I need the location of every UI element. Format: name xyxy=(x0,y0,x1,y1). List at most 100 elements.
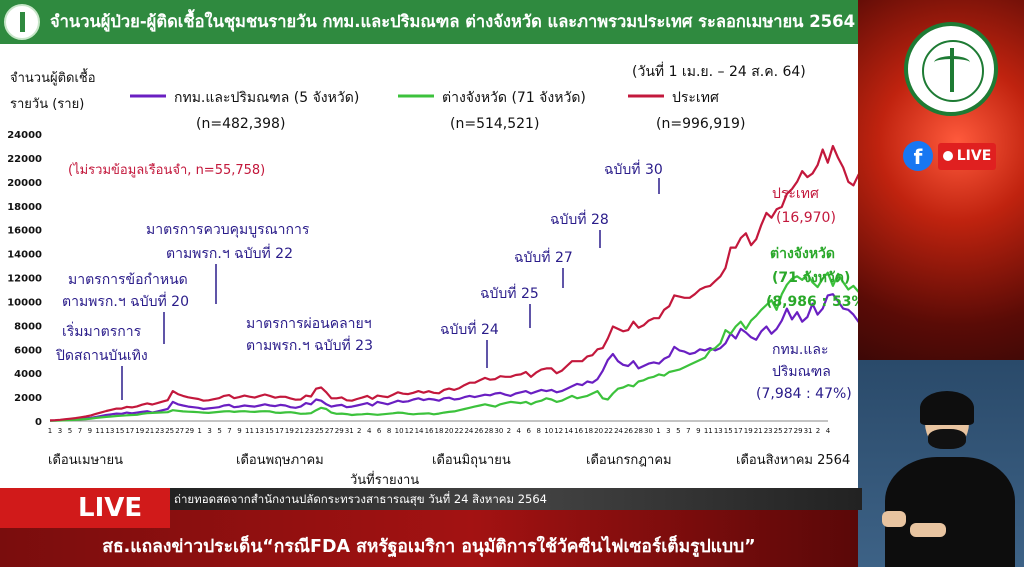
y-tick-label: 24000 xyxy=(7,130,42,141)
end-label-nation-1: ประเทศ xyxy=(772,186,819,202)
x-tick-label: 15 xyxy=(115,427,124,435)
x-tick-label: 19 xyxy=(744,427,753,435)
x-tick-label: 10 xyxy=(544,427,553,435)
x-tick-label: 11 xyxy=(704,427,713,435)
y-tick-label: 22000 xyxy=(7,154,42,165)
x-tick-label: 28 xyxy=(634,427,643,435)
x-tick-label: 13 xyxy=(255,427,264,435)
legend-n-prov: (n=514,521) xyxy=(450,116,539,132)
annotation-decree20-a: มาตรการข้อกำหนด xyxy=(68,272,188,288)
x-tick-label: 13 xyxy=(714,427,723,435)
x-tick-label: 7 xyxy=(78,427,82,435)
emblem-ring xyxy=(922,40,984,102)
x-tick-label: 29 xyxy=(794,427,803,435)
live-badge: LIVE xyxy=(938,143,996,170)
y-tick-label: 6000 xyxy=(14,345,42,356)
x-tick-label: 1 xyxy=(48,427,52,435)
x-tick-label: 13 xyxy=(105,427,114,435)
live-lower-tag: LIVE xyxy=(0,488,170,528)
legend-n-nation: (n=996,919) xyxy=(656,116,745,132)
facebook-icon: f xyxy=(903,141,933,171)
y-tick-label: 10000 xyxy=(7,297,42,308)
x-tick-label: 9 xyxy=(696,427,700,435)
annotation-prison-note: (ไม่รวมข้อมูลเรือนจำ, n=55,758) xyxy=(68,162,265,178)
x-tick-label: 6 xyxy=(377,427,382,435)
x-tick-label: 9 xyxy=(88,427,92,435)
slide-header: จำนวนผู้ป่วย-ผู้ติดเชื้อในชุมชนรายวัน กท… xyxy=(0,0,858,44)
annotation-decree20-b: ตามพรก.ฯ ฉบับที่ 20 xyxy=(62,292,189,310)
series-line-nation xyxy=(49,144,858,422)
x-tick-label: 20 xyxy=(594,427,603,435)
x-tick-label: 9 xyxy=(237,427,241,435)
x-tick-label: 3 xyxy=(58,427,62,435)
y-tick-label: 8000 xyxy=(14,321,42,332)
annotation-decree23-a: มาตรการผ่อนคลายฯ xyxy=(246,316,372,332)
x-tick-label: 21 xyxy=(295,427,304,435)
ministry-emblem xyxy=(904,22,998,116)
x-tick-label: 7 xyxy=(227,427,231,435)
x-tick-label: 3 xyxy=(666,427,670,435)
x-tick-label: 31 xyxy=(804,427,813,435)
x-tick-label: 21 xyxy=(145,427,154,435)
x-tick-label: 1 xyxy=(656,427,660,435)
y-tick-label: 20000 xyxy=(7,178,42,189)
annotation-decree22-b: ตามพรก.ฯ ฉบับที่ 22 xyxy=(166,244,293,262)
x-tick-label: 26 xyxy=(474,427,483,435)
annotation-decree23-b: ตามพรก.ฯ ฉบับที่ 23 xyxy=(246,336,373,354)
legend-label-prov: ต่างจังหวัด (71 จังหวัด) xyxy=(442,90,586,106)
x-tick-label: 5 xyxy=(676,427,680,435)
x-tick-label: 2 xyxy=(816,427,820,435)
x-tick-label: 2 xyxy=(507,427,511,435)
end-label-prov-2: (71 จังหวัด) xyxy=(772,270,850,286)
ministry-logo-icon xyxy=(4,4,40,40)
x-tick-label: 27 xyxy=(784,427,793,435)
series-line-bkk xyxy=(49,293,858,422)
x-tick-label: 4 xyxy=(826,427,831,435)
end-label-prov-1: ต่างจังหวัด xyxy=(770,246,835,262)
y-tick-label: 0 xyxy=(35,417,42,428)
x-tick-label: 29 xyxy=(185,427,194,435)
x-tick-label: 20 xyxy=(445,427,454,435)
x-tick-label: 25 xyxy=(774,427,783,435)
annotation-close-venues-b: ปิดสถานบันเทิง xyxy=(56,348,148,364)
end-label-nation-2: (16,970) xyxy=(776,210,836,226)
annotation-decree28: ฉบับที่ 28 xyxy=(550,210,609,228)
x-tick-label: 5 xyxy=(217,427,221,435)
caduceus-icon xyxy=(950,48,954,92)
annotation-decree30: ฉบับที่ 30 xyxy=(604,160,663,178)
x-tick-label: 2 xyxy=(357,427,361,435)
news-caption: สธ.แถลงข่าวประเด็น“กรณีFDA สหรัฐอเมริกา … xyxy=(102,537,756,557)
x-tick-label: 12 xyxy=(405,427,414,435)
y-tick-label: 14000 xyxy=(7,250,42,261)
y-tick-label: 12000 xyxy=(7,274,42,285)
x-tick-label: 14 xyxy=(564,427,573,435)
x-axis-label: วันที่รายงาน xyxy=(350,471,419,488)
x-tick-label: 31 xyxy=(345,427,354,435)
month-label: เดือนเมษายน xyxy=(48,452,123,468)
y-axis-label-line2: รายวัน (ราย) xyxy=(10,97,84,112)
interpreter-hand xyxy=(910,523,946,537)
x-tick-label: 16 xyxy=(425,427,434,435)
annotation-decree25: ฉบับที่ 25 xyxy=(480,284,539,302)
x-tick-label: 4 xyxy=(517,427,522,435)
x-tick-label: 23 xyxy=(155,427,164,435)
live-lower-label: LIVE xyxy=(78,493,143,523)
x-tick-label: 29 xyxy=(335,427,344,435)
annotation-close-venues-a: เริ่มมาตรการ xyxy=(62,322,142,340)
y-axis-label-line1: จำนวนผู้ติดเชื้อ xyxy=(10,68,96,86)
x-tick-label: 15 xyxy=(724,427,733,435)
x-tick-label: 7 xyxy=(686,427,690,435)
x-tick-label: 27 xyxy=(325,427,334,435)
end-label-bkk-1: กทม.และ xyxy=(772,342,829,358)
end-label-bkk-2: ปริมณฑล xyxy=(772,364,831,380)
month-label: เดือนพฤษภาคม xyxy=(236,452,324,468)
y-tick-label: 2000 xyxy=(14,393,42,404)
x-tick-label: 24 xyxy=(464,427,473,435)
interpreter-hand-left xyxy=(882,511,906,527)
sign-language-interpreter xyxy=(870,391,1020,567)
interpreter-body xyxy=(885,457,1015,567)
x-tick-label: 17 xyxy=(125,427,134,435)
y-tick-label: 18000 xyxy=(7,202,42,213)
date-range-label: (วันที่ 1 เม.ย. – 24 ส.ค. 64) xyxy=(632,62,806,80)
legend-label-nation: ประเทศ xyxy=(672,90,719,106)
